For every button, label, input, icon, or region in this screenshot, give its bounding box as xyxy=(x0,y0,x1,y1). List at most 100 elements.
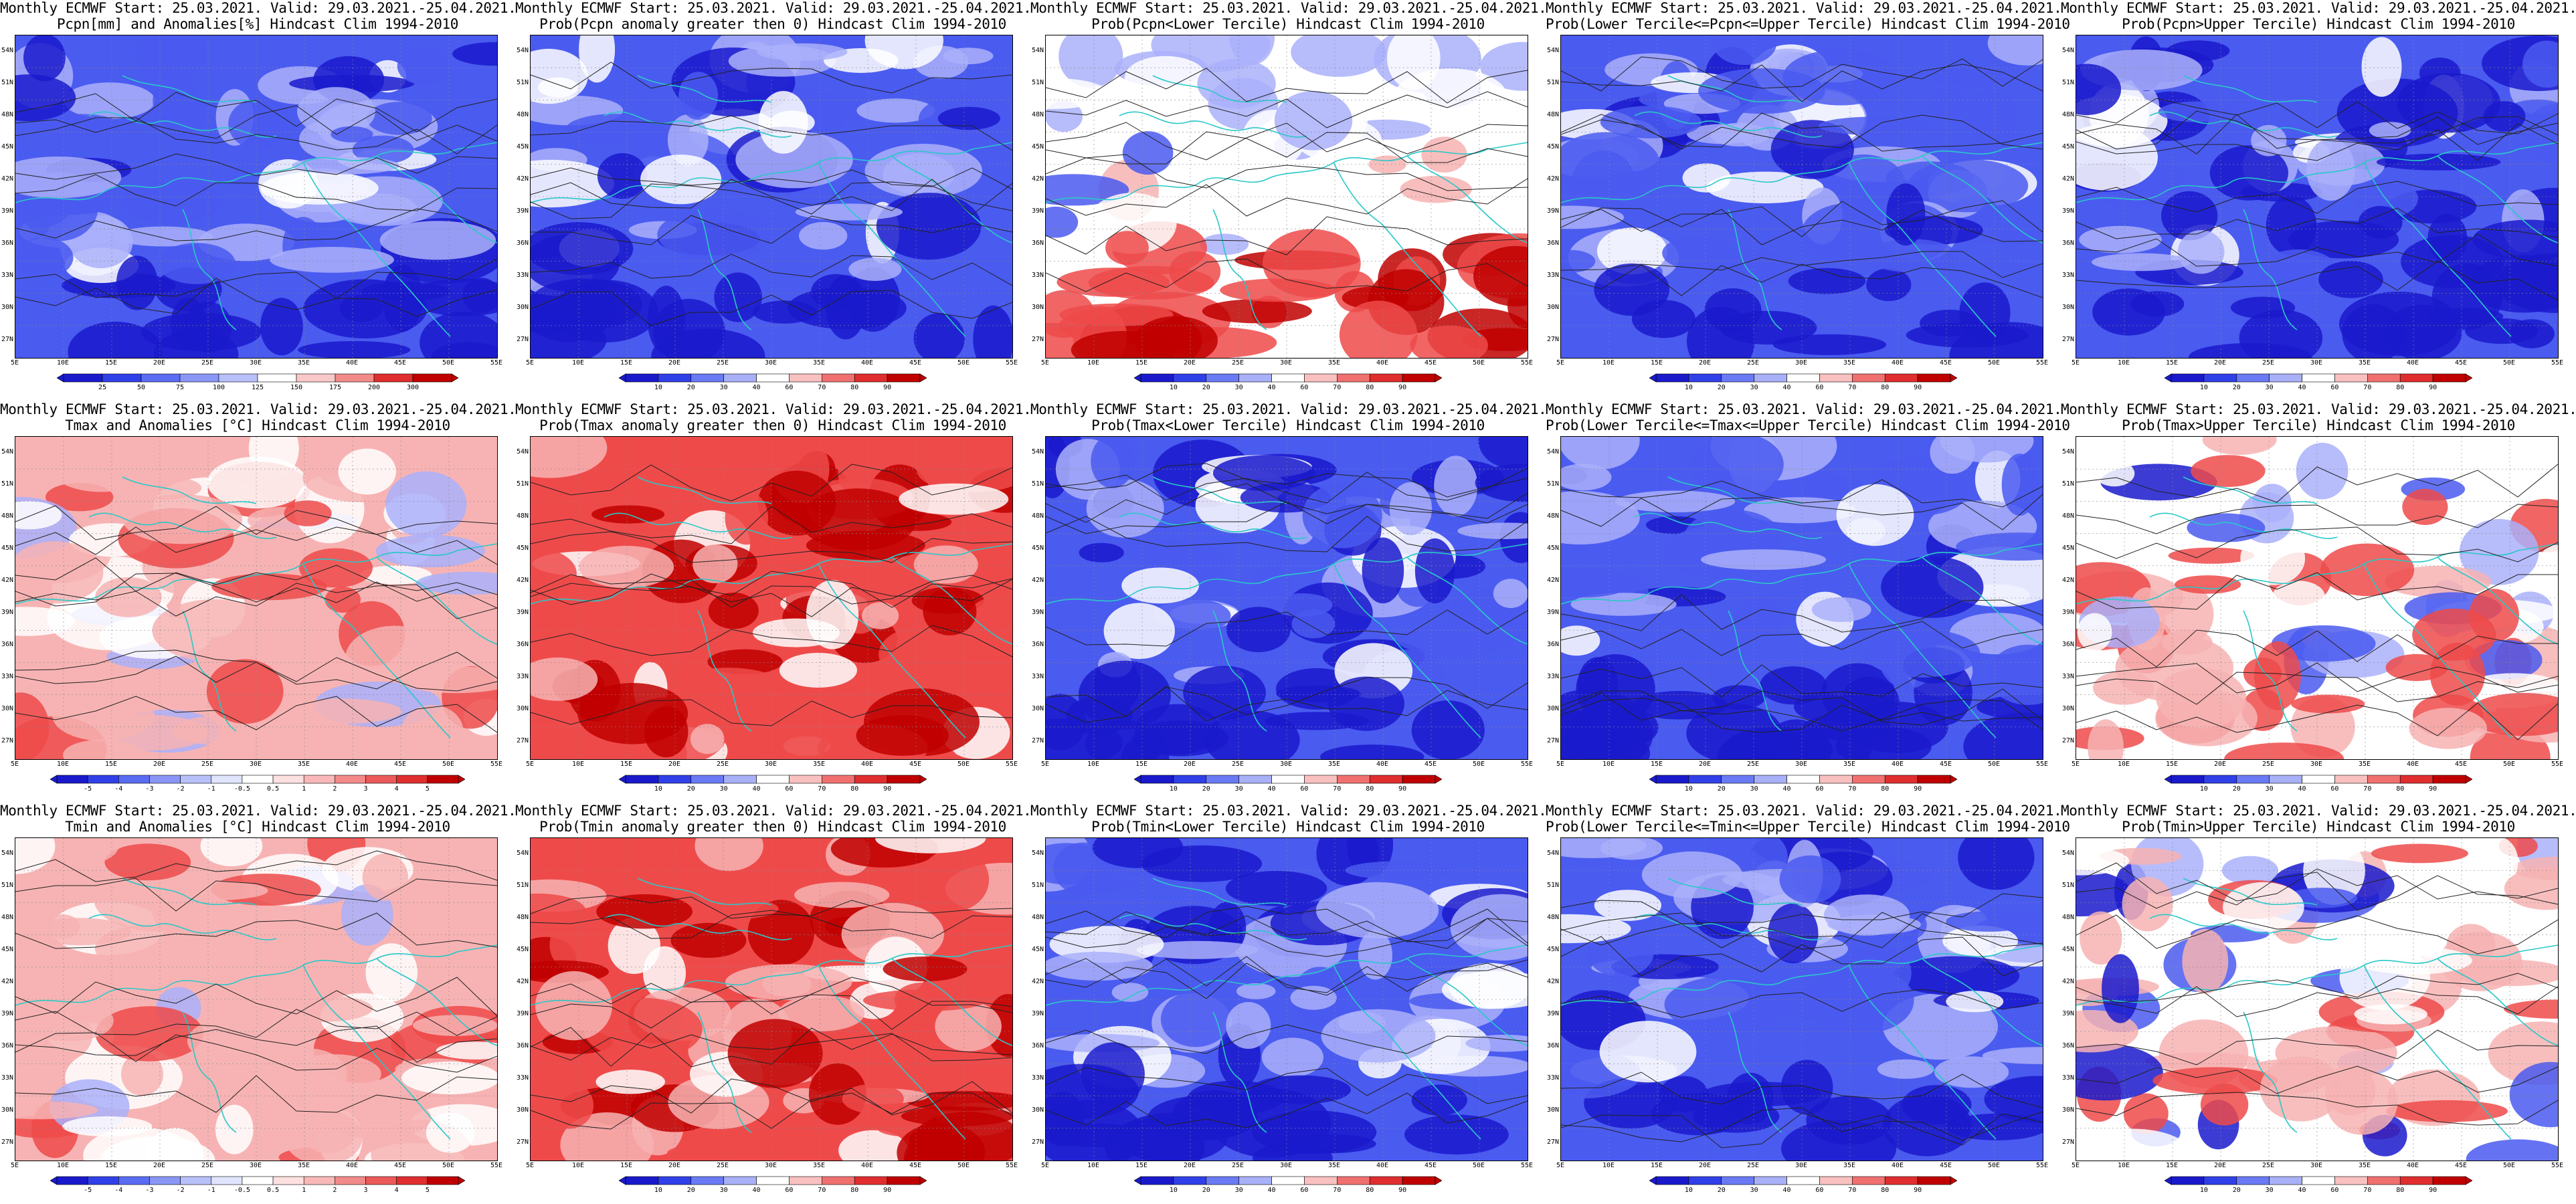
lon-label: 45E xyxy=(393,1162,407,1169)
lon-label: 50E xyxy=(442,1162,455,1169)
field-patch xyxy=(1782,49,1899,106)
colorbar-label: 80 xyxy=(2396,384,2405,391)
contour-line xyxy=(2076,260,2558,301)
field-patch xyxy=(670,922,747,958)
lon-label: 25E xyxy=(1231,1162,1245,1169)
colorbar-label: -5 xyxy=(84,785,92,793)
lon-label: 15E xyxy=(1650,761,1663,768)
field-patch xyxy=(52,448,150,492)
lat-label: 27N xyxy=(1546,737,1559,744)
colorbar-box xyxy=(854,373,888,383)
field-patch xyxy=(1706,171,1824,203)
lon-label: 30E xyxy=(2310,1162,2323,1169)
lat-label: 30N xyxy=(1,1106,13,1114)
colorbar-box xyxy=(427,775,459,784)
field-patch xyxy=(2224,742,2344,759)
contour-line xyxy=(15,573,497,609)
field-patch xyxy=(2260,1056,2342,1122)
colorbar-label: 30 xyxy=(2265,384,2274,391)
coastline xyxy=(88,512,277,539)
lat-label: 33N xyxy=(1546,1074,1559,1082)
field-patch xyxy=(1276,685,1361,702)
colorbar-arrow-left xyxy=(50,1176,58,1185)
field-patch xyxy=(838,1130,909,1161)
field-patch xyxy=(338,448,396,495)
coastline xyxy=(2437,155,2558,243)
lon-label: 40E xyxy=(1376,761,1389,768)
field-patch xyxy=(1121,567,1199,604)
lat-label: 39N xyxy=(1031,207,1044,215)
field-patch xyxy=(927,659,1012,698)
colorbar-box xyxy=(756,373,790,383)
lat-label: 51N xyxy=(2061,480,2074,488)
field-patch xyxy=(1836,484,1914,546)
lat-label: 36N xyxy=(1,1042,13,1049)
field-patch xyxy=(2122,877,2173,932)
lat-label: 45N xyxy=(1031,143,1044,150)
field-patch xyxy=(856,715,949,756)
field-patch xyxy=(1071,330,1176,358)
field-patch xyxy=(2076,124,2158,191)
coastline xyxy=(1922,155,2043,243)
lon-label: 20E xyxy=(1183,359,1196,367)
field-patch xyxy=(2466,1139,2558,1161)
forecast-panel-5: Monthly ECMWF Start: 25.03.2021. Valid: … xyxy=(2061,0,2576,401)
colorbar-box xyxy=(141,373,181,383)
field-patch xyxy=(1086,479,1164,538)
lat-label: 54N xyxy=(2061,448,2074,456)
field-patch xyxy=(1202,299,1312,324)
field-patch xyxy=(1271,593,1333,617)
colorbar-label: 70 xyxy=(1848,785,1857,793)
forecast-panel-3: Monthly ECMWF Start: 25.03.2021. Valid: … xyxy=(1030,0,1547,401)
field-patch xyxy=(2254,641,2301,710)
field-patch xyxy=(644,706,688,758)
field-patch xyxy=(30,1009,93,1062)
contour-line xyxy=(15,649,497,690)
panel-title-line1: Monthly ECMWF Start: 25.03.2021. Valid: … xyxy=(0,401,517,417)
lat-label: 27N xyxy=(516,336,529,343)
colorbar-box xyxy=(2236,373,2270,383)
panel-title-line1: Monthly ECMWF Start: 25.03.2021. Valid: … xyxy=(1030,401,1547,417)
field-patch xyxy=(2306,138,2355,201)
lon-label: 50E xyxy=(2502,761,2516,768)
colorbar-box xyxy=(854,775,888,784)
colorbar xyxy=(619,373,927,383)
coastline xyxy=(302,162,451,337)
colorbar-box xyxy=(1852,1176,1885,1185)
contour-line xyxy=(1046,216,1528,256)
contour-line xyxy=(15,258,497,299)
colorbar-box xyxy=(1655,373,1689,383)
field-patch xyxy=(597,153,648,199)
contour-line xyxy=(1046,501,1528,534)
lon-label: 25E xyxy=(716,1162,729,1169)
colorbar-label: 80 xyxy=(850,1187,859,1194)
colorbar-box xyxy=(2334,775,2368,784)
coastline xyxy=(2243,610,2298,732)
colorbar xyxy=(50,1176,465,1185)
coastline xyxy=(697,209,752,330)
field-patch xyxy=(1098,540,1209,559)
colorbar-label: 0.5 xyxy=(267,785,280,793)
lon-label: 45E xyxy=(909,1162,922,1169)
field-patch xyxy=(842,1084,904,1114)
contour-line xyxy=(531,254,1012,286)
colorbar-arrow-right xyxy=(451,373,458,383)
contour-line xyxy=(1561,989,2043,1018)
lat-label: 54N xyxy=(1,849,13,857)
contour-line xyxy=(2076,98,2558,134)
colorbar-box xyxy=(1688,373,1722,383)
field-patch xyxy=(420,311,497,358)
field-patch xyxy=(120,180,223,224)
field-patch xyxy=(15,607,75,636)
field-patch xyxy=(714,272,762,322)
field-patch xyxy=(1987,35,2043,66)
lon-label: 45E xyxy=(1939,359,1952,367)
lat-label: 33N xyxy=(2061,673,2074,680)
lon-label: 5E xyxy=(2071,761,2080,768)
field-patch xyxy=(876,193,982,260)
colorbar-box xyxy=(1655,775,1689,784)
field-patch xyxy=(260,171,379,205)
field-patch xyxy=(560,1112,654,1161)
field-patch xyxy=(1046,1033,1160,1053)
lat-label: 36N xyxy=(516,239,529,247)
